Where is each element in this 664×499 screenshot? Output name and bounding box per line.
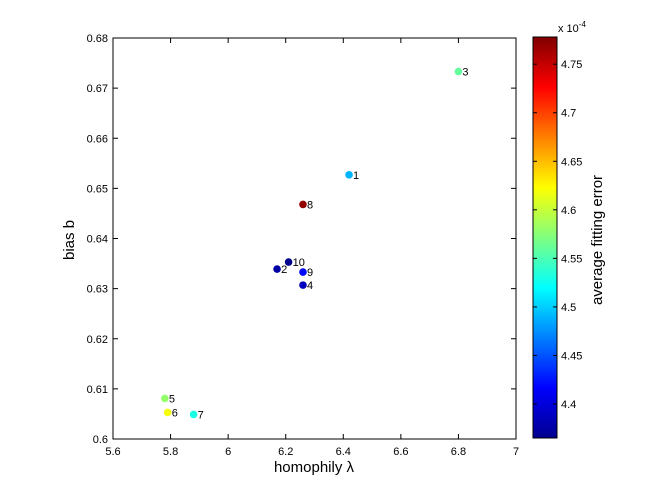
y-tick-label: 0.63 — [87, 284, 108, 296]
point-label: 5 — [169, 393, 175, 405]
y-tick-label: 0.6 — [93, 434, 108, 446]
point-label: 7 — [198, 409, 204, 421]
data-point — [299, 281, 307, 289]
colorbar-ticks: 4.4 4.45 4.5 4.55 4.6 4.65 4.7 4.75 — [533, 59, 582, 411]
point-label: 1 — [353, 170, 359, 182]
point-label: 4 — [307, 280, 313, 292]
colorbar-tick-label: 4.65 — [561, 156, 582, 168]
point-label: 10 — [293, 257, 305, 269]
y-tick-label: 0.68 — [87, 33, 108, 45]
data-point — [345, 171, 353, 179]
y-tick-label: 0.66 — [87, 133, 108, 145]
data-point — [189, 410, 198, 419]
x-axis-label: homophily λ — [274, 459, 355, 476]
data-point — [454, 67, 463, 76]
colorbar-tick-label: 4.4 — [561, 399, 576, 411]
data-point — [273, 265, 281, 273]
x-tick-label: 6.8 — [451, 446, 466, 458]
x-tick-label: 6.2 — [278, 446, 293, 458]
x-tick-label: 5.8 — [163, 446, 178, 458]
colorbar-tick-label: 4.5 — [561, 302, 576, 314]
colorbar-tick-label: 4.7 — [561, 108, 576, 120]
y-tick-label: 0.64 — [87, 234, 108, 246]
point-label: 2 — [281, 264, 287, 276]
colorbar-tick-label: 4.75 — [561, 59, 582, 71]
plot-box — [112, 37, 517, 440]
x-tick-label: 6 — [225, 446, 231, 458]
x-tick-label: 7 — [513, 446, 519, 458]
point-label: 8 — [307, 199, 313, 211]
data-point — [299, 200, 307, 209]
plot-axes: 5.6 5.8 6 6.2 6.4 6.6 6.8 7 0.6 0.61 0.62 0.63 0.64 0… — [87, 33, 519, 458]
colorbar-multiplier: x 10-4 — [558, 20, 586, 35]
colorbar-tick-label: 4.55 — [561, 253, 582, 265]
data-point — [163, 408, 172, 417]
y-tick-label: 0.62 — [87, 334, 108, 346]
data-point — [161, 394, 169, 403]
data-point — [284, 258, 293, 266]
y-tick-label: 0.61 — [87, 384, 108, 396]
point-label: 9 — [307, 267, 313, 279]
y-axis-label: bias b — [61, 220, 78, 260]
x-tick-label: 5.6 — [105, 446, 120, 458]
point-label: 3 — [462, 67, 468, 79]
data-point — [299, 268, 307, 276]
colorbar-label: average fitting error — [589, 175, 606, 305]
data-points: 1 2 3 4 5 6 7 8 910 — [161, 67, 469, 421]
y-tick-label: 0.67 — [87, 83, 108, 95]
x-tick-label: 6.4 — [336, 446, 351, 458]
point-label: 6 — [172, 407, 178, 419]
colorbar — [532, 36, 558, 439]
x-tick-label: 6.6 — [393, 446, 408, 458]
y-tick-label: 0.65 — [87, 183, 108, 195]
colorbar-tick-label: 4.45 — [561, 350, 582, 362]
colorbar-tick-label: 4.6 — [561, 205, 576, 217]
